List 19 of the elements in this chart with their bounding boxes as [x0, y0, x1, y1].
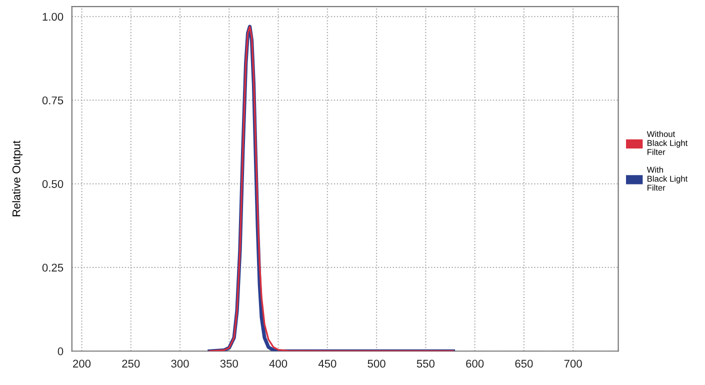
y-tick-label: 0.50 — [42, 180, 64, 188]
x-tick-label: 700 — [564, 360, 582, 368]
x-tick-label: 450 — [318, 360, 336, 368]
x-tick-label: 350 — [220, 360, 238, 368]
x-tick-label: 250 — [122, 360, 140, 368]
x-tick-label: 300 — [171, 360, 189, 368]
x-tick-label: 200 — [73, 360, 91, 368]
y-tick-label: 0.75 — [42, 96, 64, 104]
y-axis-title: Relative Output — [12, 140, 23, 216]
x-tick-label: 550 — [416, 360, 435, 368]
legend-label: Without Black Light Filter — [646, 130, 688, 155]
y-tick-label: 1.00 — [42, 12, 64, 21]
y-tick-label: 0 — [58, 347, 64, 356]
x-tick-label: 650 — [515, 360, 533, 368]
x-tick-label: 500 — [368, 360, 386, 368]
x-tick-label: 600 — [466, 360, 484, 368]
x-tick-label: 400 — [269, 360, 288, 368]
legend-label: With Black Light Filter — [646, 166, 688, 191]
y-tick-label: 0.25 — [42, 264, 64, 272]
